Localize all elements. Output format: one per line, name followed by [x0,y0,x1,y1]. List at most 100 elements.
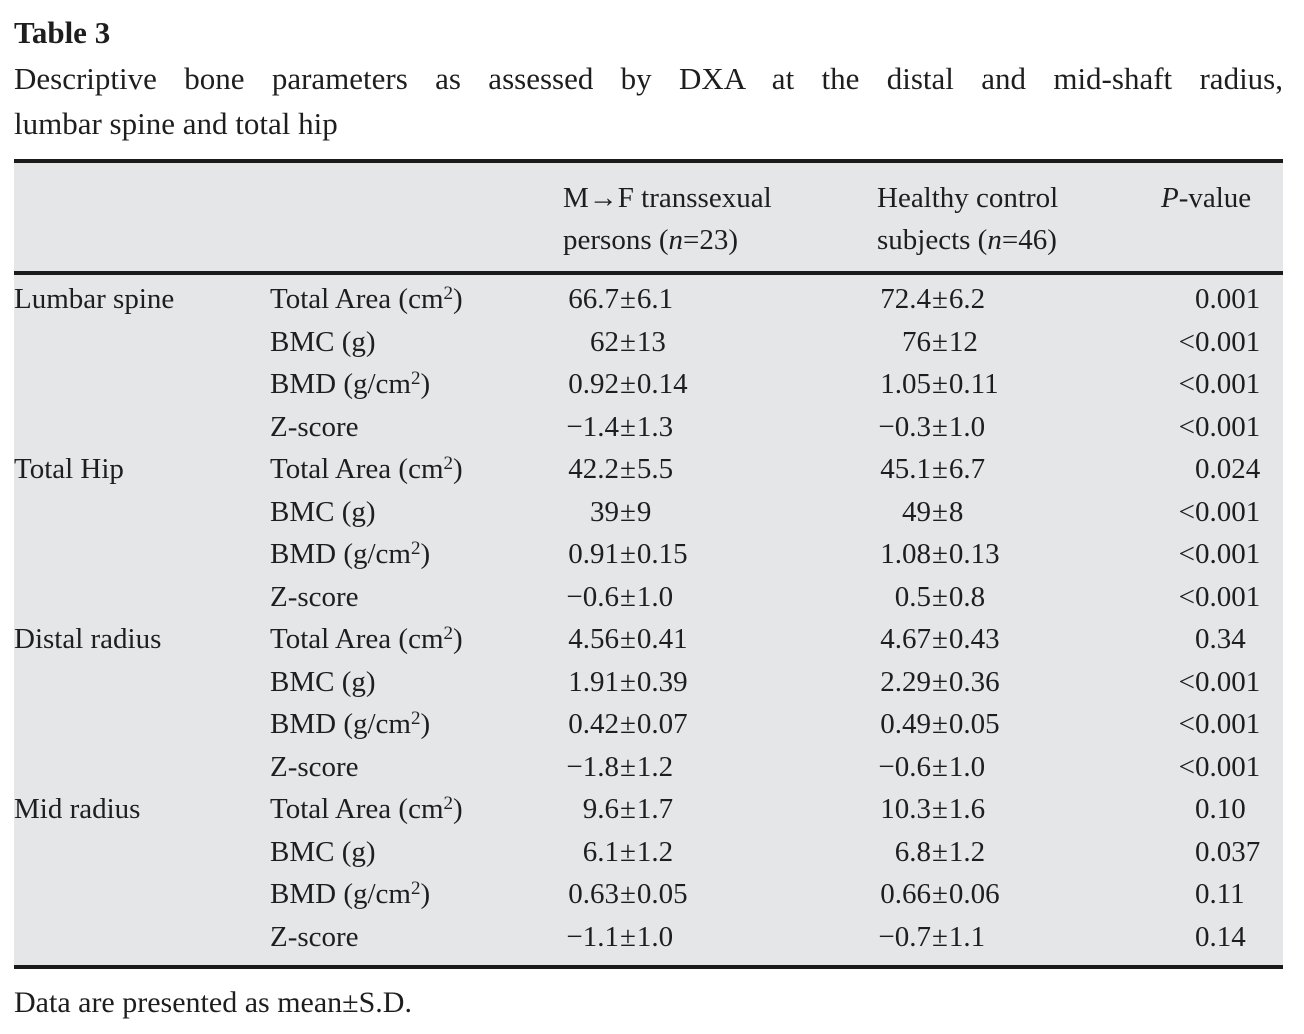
column-header-group-spacer [14,177,270,261]
row-group-label [14,363,270,406]
column-header-pvalue-line: P-value [1161,182,1252,214]
mean-value: 0.91 [568,538,619,570]
plus-minus-sign: ± [932,878,948,910]
plus-minus-sign: ± [932,920,948,953]
sd-value: 0.07 [636,708,688,740]
mean-value: −1.1 [566,920,619,953]
sd-value: 1.0 [948,410,986,443]
plus-minus-sign: ± [620,623,636,655]
row-parameter-label: BMD (g/cm2) [270,538,431,570]
p-value-cell: 0.14 [1161,916,1283,959]
row-parameter-label: Z-score [270,580,359,613]
plus-minus-sign: ± [620,453,636,485]
value-cell-control: 1.08 ±0.13 [877,533,1161,576]
mean-value: 42.2 [568,453,619,485]
value-cell-transsexual: 66.7 ±6.1 [563,278,877,321]
mean-value: 62 [590,325,619,358]
table-row: BMD (g/cm2) 0.92 ±0.14 1.05 ±0.11 <0.001 [14,363,1283,406]
p-value-number: 0.10 [1195,793,1246,825]
sd-value: 8 [948,495,964,528]
p-value-number: 0.024 [1195,453,1261,485]
table-label: Table 3 [14,15,111,50]
mean-value: 0.92 [568,368,619,400]
plus-minus-sign: ± [620,368,636,400]
value-cell-control: −0.6 ±1.0 [877,746,1161,789]
sd-value: 0.05 [948,708,1000,740]
row-group-label [14,321,270,364]
row-parameter-label: Total Area (cm2) [270,623,463,655]
superscript: 2 [410,878,421,899]
p-value-number: 0.001 [1195,495,1261,528]
value-cell-transsexual: −1.4 ±1.3 [563,406,877,449]
value-cell-control: 49 ±8 [877,491,1161,534]
value-cell-control: 10.3 ±1.6 [877,788,1161,831]
mean-value: 0.5 [894,580,931,613]
table-row: BMC (g) 6.1 ±1.2 6.8 ±1.2 0.037 [14,831,1283,874]
column-header-control-line-2: subjects (n=46) [877,224,1057,256]
p-value-cell: <0.001 [1161,491,1283,534]
mean-value: 1.05 [880,368,931,400]
row-group-label [14,491,270,534]
value-cell-control: 0.49 ±0.05 [877,703,1161,746]
p-value-number: 0.037 [1195,835,1261,868]
column-header-pvalue: P-value [1161,177,1283,261]
plus-minus-sign: ± [932,750,948,783]
superscript: 2 [443,453,454,474]
sd-value: 1.7 [636,793,674,825]
value-cell-transsexual: 0.63 ±0.05 [563,873,877,916]
sd-value: 6.2 [948,283,986,315]
mean-value: 4.67 [880,623,931,655]
value-cell-control: 72.4 ±6.2 [877,278,1161,321]
table-row: Total Hip Total Area (cm2) 42.2 ±5.5 45.1… [14,448,1283,491]
column-header-control: Healthy control subjects (n=46) [877,177,1161,261]
row-parameter-label: Total Area (cm2) [270,453,463,485]
row-parameter-label: Z-score [270,920,359,953]
mean-value: 0.63 [568,878,619,910]
mean-value: −1.8 [566,750,619,783]
sd-value: 12 [948,325,978,358]
value-cell-transsexual: −0.6 ±1.0 [563,576,877,619]
table-row: BMC (g) 62 ±13 76 ±12 <0.001 [14,321,1283,364]
superscript: 2 [410,708,421,729]
plus-minus-sign: ± [932,580,948,613]
plus-minus-sign: ± [620,835,636,868]
superscript: 2 [410,368,421,389]
value-cell-control: 0.66 ±0.06 [877,873,1161,916]
value-cell-transsexual: 0.42 ±0.07 [563,703,877,746]
p-value-number: 0.001 [1195,580,1261,613]
p-value-cell: <0.001 [1161,363,1283,406]
sd-value: 5.5 [636,453,674,485]
sd-value: 0.06 [948,878,1000,910]
plus-minus-sign: ± [932,538,948,570]
p-value-cell: 0.11 [1161,873,1283,916]
row-group-label [14,576,270,619]
sd-value: 1.2 [948,835,986,868]
plus-minus-sign: ± [932,410,948,443]
less-than-prefix: < [1178,368,1195,400]
row-parameter-label: Z-score [270,750,359,783]
sd-value: 0.05 [636,878,688,910]
row-parameter-label: BMD (g/cm2) [270,878,431,910]
sd-value: 6.1 [636,283,674,315]
mean-value: 10.3 [880,793,931,825]
table-row: BMD (g/cm2) 0.91 ±0.15 1.08 ±0.13 <0.001 [14,533,1283,576]
less-than-prefix [1161,448,1195,491]
sd-value: 0.36 [948,665,1000,698]
row-group-label [14,746,270,789]
superscript: 2 [443,793,454,814]
sd-value: 1.3 [636,410,674,443]
p-value-cell: <0.001 [1161,321,1283,364]
plus-minus-sign: ± [932,283,948,315]
value-cell-control: 4.67 ±0.43 [877,618,1161,661]
table-row: Z-score −0.6 ±1.0 0.5 ±0.8 <0.001 [14,576,1283,619]
row-parameter-label: BMD (g/cm2) [270,708,431,740]
less-than-prefix: < [1178,750,1195,783]
less-than-prefix [1161,873,1195,916]
table-body: Lumbar spine Total Area (cm2) 66.7 ±6.1 7… [14,275,1283,965]
row-group-label [14,533,270,576]
plus-minus-sign: ± [620,665,636,698]
mean-value: −1.4 [566,410,619,443]
row-group-label [14,916,270,959]
plus-minus-sign: ± [620,410,636,443]
table-row: BMD (g/cm2) 0.63 ±0.05 0.66 ±0.06 0.11 [14,873,1283,916]
